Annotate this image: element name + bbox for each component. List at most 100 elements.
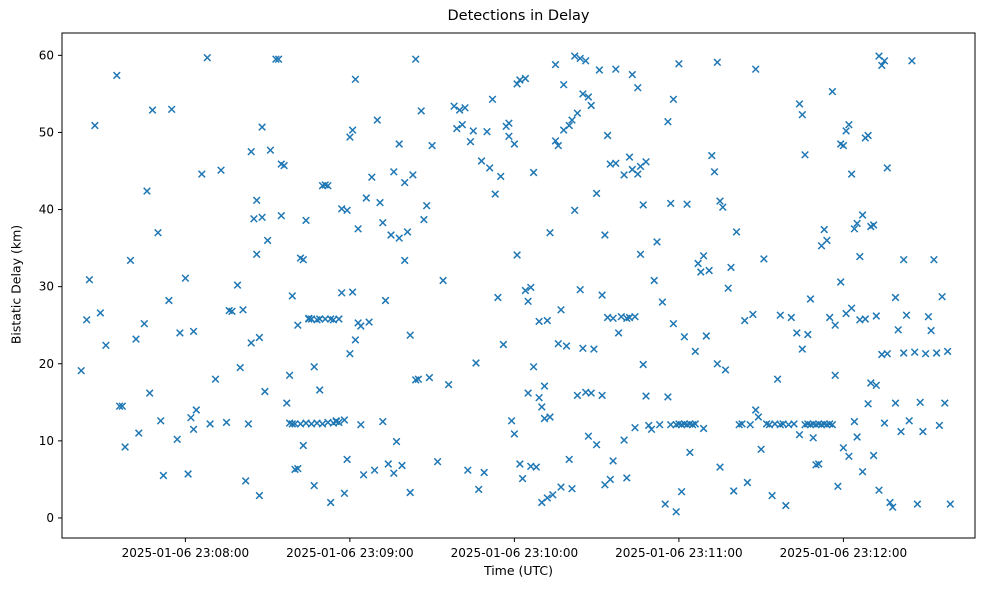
scatter-point — [91, 121, 99, 130]
scatter-point — [609, 314, 617, 323]
scatter-point — [217, 166, 225, 175]
scatter-point — [686, 448, 694, 457]
scatter-point — [400, 178, 409, 187]
scatter-point — [356, 322, 365, 330]
scatter-point — [691, 420, 700, 428]
scatter-point — [288, 420, 297, 428]
scatter-point — [389, 167, 398, 176]
scatter-point — [134, 429, 143, 437]
scatter-point — [614, 329, 623, 337]
scatter-point — [557, 305, 565, 314]
scatter-point — [845, 120, 853, 129]
scatter-point — [324, 181, 332, 190]
scatter-point — [277, 211, 286, 220]
scatter-points — [77, 52, 955, 516]
scatter-point — [636, 250, 645, 259]
scatter-point — [247, 339, 256, 347]
scatter-point — [304, 315, 313, 323]
scatter-point — [496, 172, 505, 181]
scatter-point — [691, 347, 700, 356]
scatter-point — [836, 278, 845, 286]
scatter-point — [494, 293, 502, 302]
scatter-point — [713, 359, 722, 368]
scatter-point — [675, 59, 683, 68]
scatter-point — [866, 379, 875, 387]
scatter-point — [395, 234, 404, 242]
scatter-point — [672, 507, 681, 516]
scatter-point — [628, 70, 637, 79]
scatter-point — [935, 421, 944, 430]
scatter-point — [252, 196, 261, 205]
scatter-point — [839, 141, 848, 150]
scatter-point — [661, 500, 670, 508]
scatter-point — [716, 197, 724, 205]
scatter-point — [140, 319, 149, 328]
scatter-point — [507, 416, 516, 425]
scatter-point — [886, 498, 894, 507]
scatter-point — [943, 347, 952, 356]
scatter-point — [477, 157, 486, 165]
scatter-point — [858, 211, 867, 219]
scatter-point — [721, 366, 730, 374]
scatter-point — [373, 116, 382, 124]
scatter-point — [790, 420, 798, 428]
scatter-point — [282, 399, 291, 407]
scatter-point — [480, 468, 489, 477]
scatter-point — [239, 305, 247, 314]
scatter-point — [400, 256, 409, 265]
scatter-point — [795, 100, 804, 108]
y-tick-label: 60 — [39, 48, 54, 62]
scatter-point — [348, 288, 357, 296]
scatter-point — [727, 263, 735, 272]
scatter-point — [894, 325, 903, 334]
scatter-point — [910, 348, 919, 357]
scatter-point — [491, 190, 500, 198]
scatter-point — [803, 330, 812, 339]
scatter-point — [189, 425, 198, 434]
scatter-point — [801, 150, 809, 159]
scatter-point — [554, 141, 563, 150]
scatter-point — [905, 416, 914, 425]
scatter-point — [310, 481, 319, 490]
scatter-point — [165, 296, 173, 305]
scatter-point — [620, 171, 628, 179]
scatter-point — [348, 126, 357, 134]
scatter-point — [732, 228, 741, 236]
scatter-point — [376, 198, 384, 207]
scatter-point — [718, 203, 727, 212]
scatter-point — [864, 399, 872, 408]
scatter-point — [154, 228, 162, 237]
scatter-point — [927, 326, 935, 335]
scatter-point — [581, 56, 590, 65]
scatter-point — [346, 133, 354, 141]
scatter-point — [422, 201, 431, 210]
scatter-point — [370, 466, 379, 475]
scatter-point — [115, 402, 124, 411]
scatter-point — [814, 460, 823, 468]
scatter-point — [143, 187, 151, 195]
scatter-point — [126, 256, 135, 265]
scatter-point — [384, 460, 393, 468]
scatter-point — [842, 127, 850, 135]
scatter-point — [285, 371, 294, 380]
y-tick-label: 30 — [39, 280, 54, 294]
scatter-point — [546, 413, 554, 421]
scatter-point — [521, 74, 530, 83]
scatter-point — [773, 375, 782, 384]
scatter-point — [880, 419, 889, 427]
scatter-point — [176, 329, 184, 337]
scatter-point — [751, 65, 760, 74]
scatter-point — [156, 416, 165, 425]
scatter-point — [642, 392, 650, 400]
scatter-point — [469, 127, 478, 135]
scatter-point — [828, 420, 837, 429]
scatter-point — [710, 167, 719, 176]
scatter-point — [247, 147, 256, 156]
scatter-point — [573, 109, 582, 118]
scatter-point — [452, 124, 461, 133]
scatter-point — [576, 285, 585, 294]
scatter-point — [606, 475, 615, 484]
scatter-point — [335, 315, 343, 323]
scatter-point — [414, 375, 423, 384]
